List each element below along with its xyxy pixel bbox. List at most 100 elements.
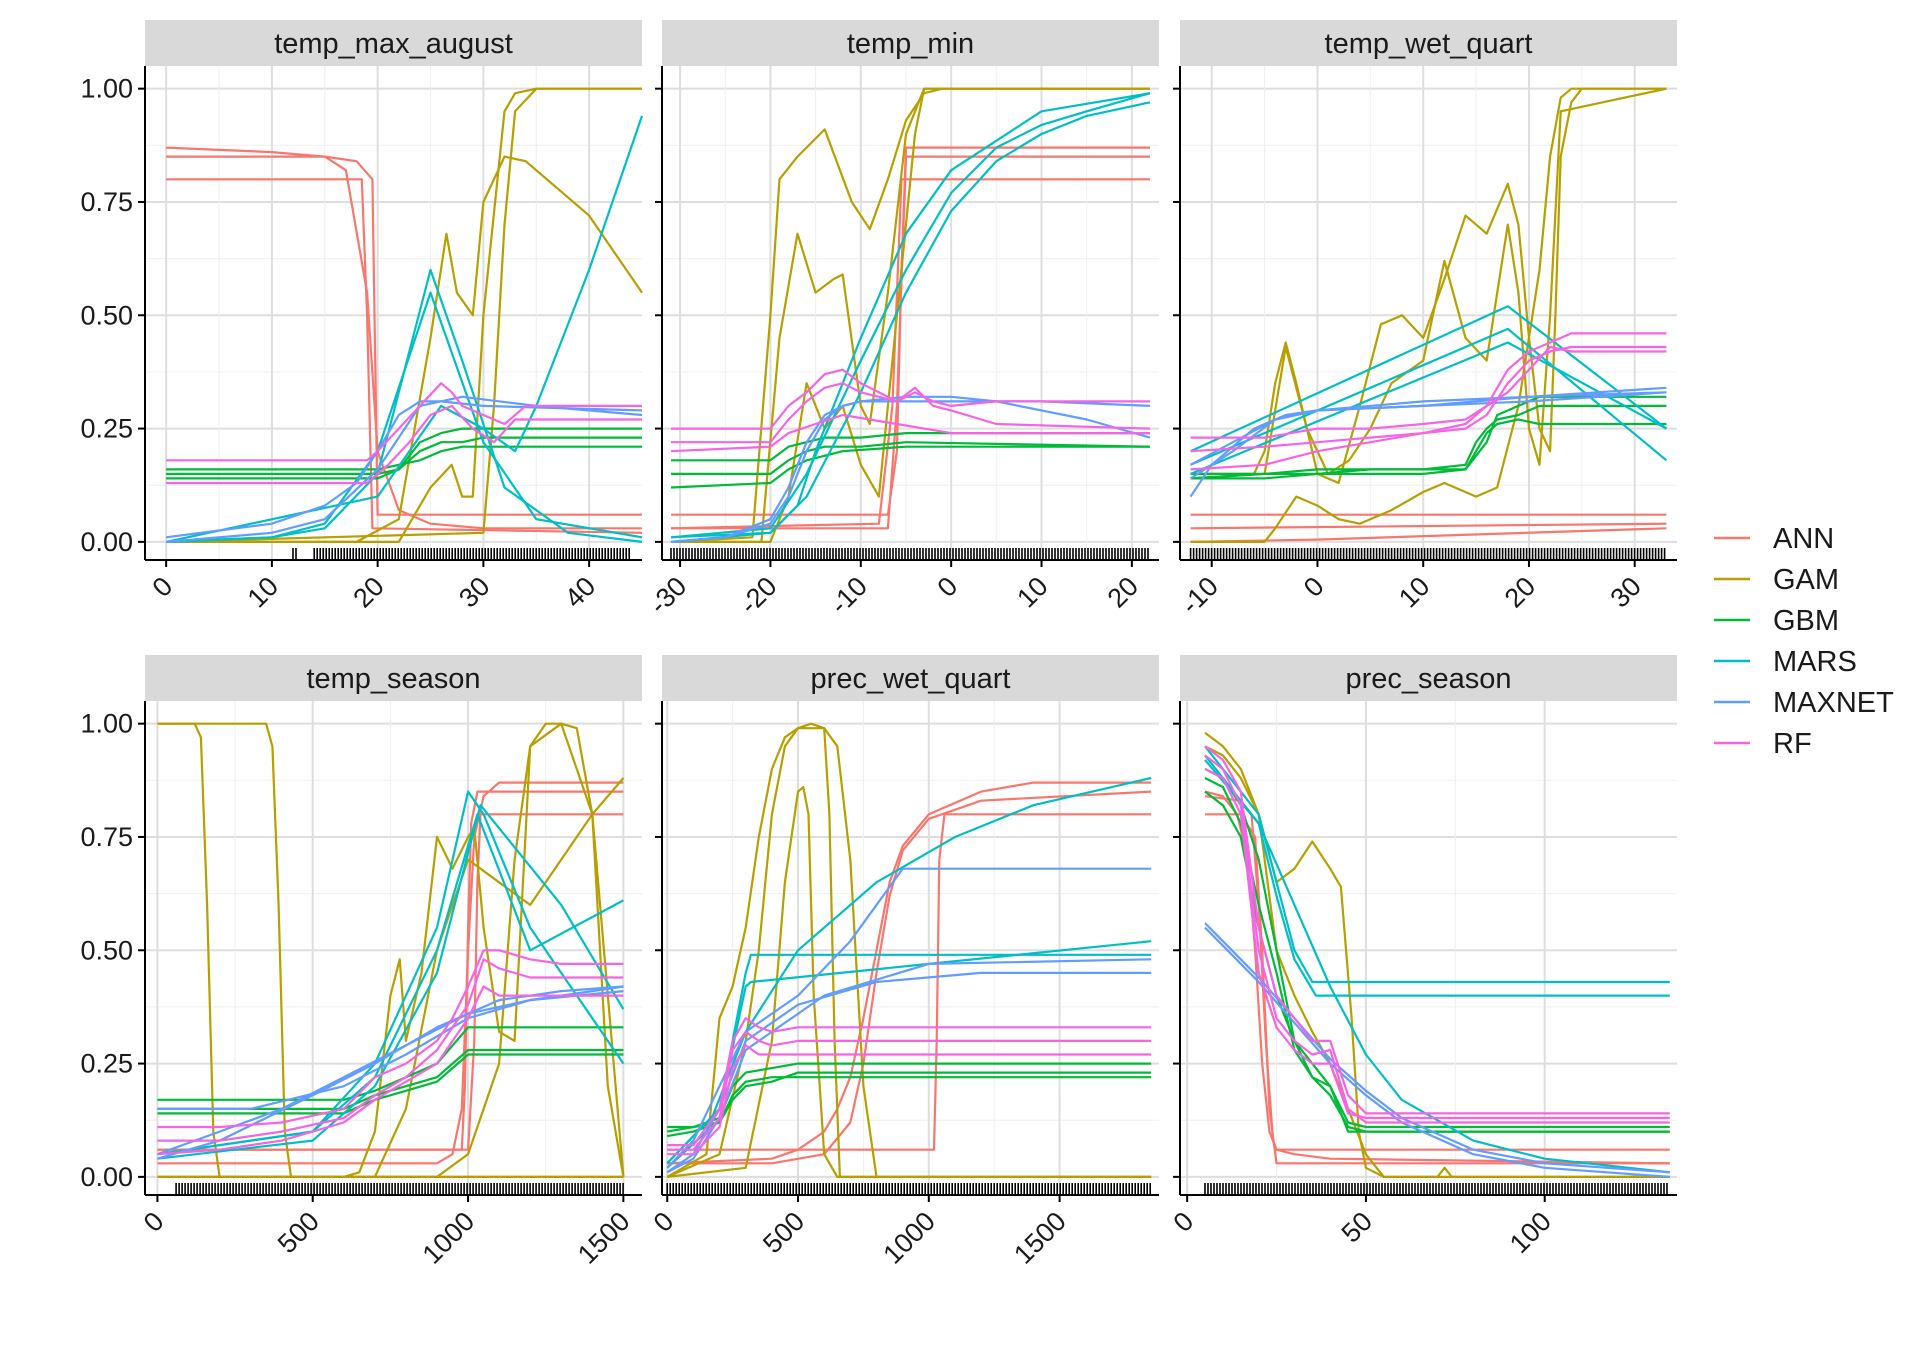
series-line-maxnet [670,400,1151,543]
rug-marks [666,1183,1151,1195]
series-line-rf [157,985,624,1156]
series-line-ann [166,155,642,516]
series-line-rf [671,368,1151,430]
series-line-gbm [157,1048,624,1111]
y-tick-label: 0.75 [80,187,133,217]
series-line-gbm [1204,768,1670,1129]
series-line-ann [667,813,1152,1151]
facet-strip-temp-min [662,20,1159,66]
series-line-ann [1190,522,1667,530]
facet-temp-min: temp_min -30 -20 -10 0 10 20 [644,20,1159,620]
series-line-mars [166,268,643,543]
series-line-rf [671,382,1150,444]
x-tick-label: 30 [1604,571,1646,613]
series-line-maxnet [666,958,1152,1174]
facet-title-temp-max-august: temp_max_august [274,28,513,60]
series-line-maxnet [666,971,1152,1174]
series-line-gam [666,727,1152,1179]
series-line-rf [1190,345,1667,471]
legend-label-gbm: GBM [1773,605,1839,637]
x-tick-label: 0 [1298,571,1330,603]
rug-marks [1189,548,1666,560]
series-line-gbm [166,445,642,471]
series-line-gbm [166,427,642,480]
series-line-mars [670,92,1151,539]
series-line-gam [1190,87,1667,485]
series-line-gam [157,777,625,1179]
series-line-maxnet [165,400,643,539]
series-line-gbm [667,1076,1152,1133]
series-line-rf [1204,754,1670,1124]
series-line-gbm [1190,395,1667,480]
y-tick-label: 0.75 [80,822,133,852]
legend-label-mars: MARS [1773,646,1857,678]
facet-title-temp-min: temp_min [847,28,974,60]
y-tick-label: 0.50 [80,300,133,330]
x-tick-label: -10 [824,571,873,620]
facet-strip-prec-wet-quart [662,655,1159,701]
x-tick-label: -20 [734,571,783,620]
series-line-mars [157,790,625,1156]
y-tick-label: 0.25 [80,1049,133,1079]
series-line-rf [1204,745,1670,1115]
series-line-gam [166,87,642,543]
y-tick-label: 1.00 [80,74,133,104]
series-line-ann [1204,790,1670,1165]
facet-prec-season: prec_season 0 50 100 [1168,655,1677,1259]
series-line-gbm [1204,777,1670,1133]
series-line-mars [1190,327,1668,466]
series-line-maxnet [1204,926,1670,1178]
series-line-mars [157,804,625,1160]
y-tick-label: 0.00 [80,527,133,557]
series-line-gam [1190,87,1667,544]
series-line-mars [1190,305,1668,453]
x-tick-label: -30 [644,571,693,620]
series-line-maxnet [157,990,624,1111]
series-line-rf [1190,332,1667,439]
series-line-ann [166,146,642,530]
series-line-ann [166,178,643,534]
facet-strip-temp-season [145,655,642,701]
series-line-rf [667,1030,1152,1151]
x-tick-label: 10 [1011,571,1053,613]
legend-label-maxnet: MAXNET [1773,687,1894,719]
y-tick-label: 0.25 [80,414,133,444]
series-line-rf [166,404,642,485]
series-line-rf [166,382,642,462]
x-tick-label: 500 [757,1206,810,1259]
series-line-gam [667,785,1152,1179]
y-tick-label: 0.50 [80,935,133,965]
series-line-rf [670,413,1150,453]
series-line-gbm [667,1071,1152,1138]
series-line-ann [667,790,1152,1165]
x-tick-label: 20 [1499,571,1541,613]
x-tick-label: 0 [138,1206,170,1238]
series-line-rf [157,949,624,1129]
series-line-gam [166,155,643,544]
rug-marks [175,1183,624,1195]
rug-marks [292,548,630,560]
series-line-mars [666,940,1152,1165]
facet-temp-season: temp_season 0.00 0.25 0.50 0.75 1.00 0 500 1000 1… [80,655,642,1270]
rug-marks [1204,1183,1668,1195]
x-tick-label: 40 [559,571,601,613]
series-line-ann [1190,527,1667,543]
series-line-mars [670,92,1151,539]
series-line-rf [157,958,624,1142]
series-line-gam [157,722,625,1179]
x-tick-label: -10 [1175,571,1224,620]
facet-title-prec-wet-quart: prec_wet_quart [811,663,1011,695]
x-tick-label: 10 [242,571,284,613]
series-line-maxnet [1204,922,1670,1174]
series-line-gam [1204,731,1670,1179]
series-line-ann [1204,795,1670,1151]
series-line-gbm [157,1026,624,1101]
series-line-rf [667,1044,1152,1156]
series-line-rf [1204,768,1670,1120]
x-tick-label: 1000 [877,1206,941,1270]
series-line-gam [671,87,1150,544]
x-tick-label: 0 [1168,1206,1200,1238]
series-line-ann [157,813,624,1151]
series-line-gam [166,87,642,544]
facet-temp-wet-quart: temp_wet_quart -10 0 10 20 30 [1173,20,1677,620]
